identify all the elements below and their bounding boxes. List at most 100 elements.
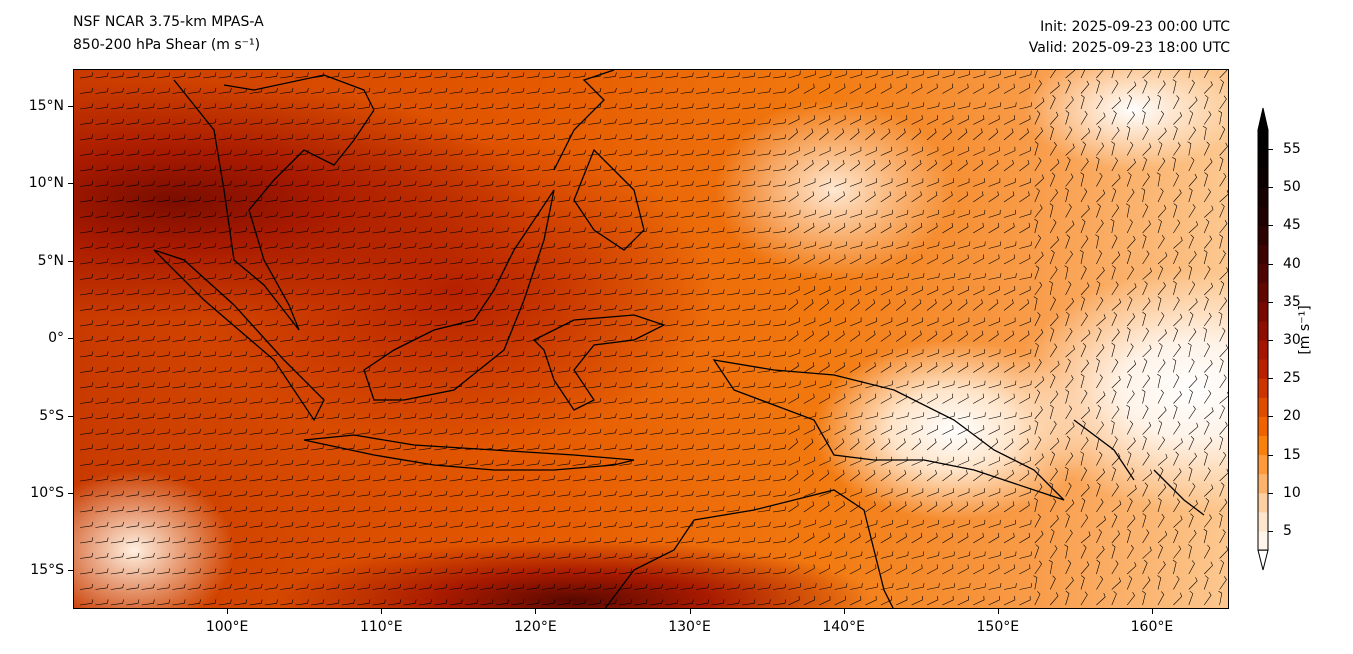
wind-barb	[865, 70, 878, 79]
wind-barb	[849, 178, 862, 187]
wind-barb	[387, 413, 402, 420]
wind-barb	[911, 115, 923, 125]
wind-barb	[326, 320, 340, 327]
wind-barb	[834, 285, 846, 296]
wind-barb	[326, 118, 340, 125]
wind-barb	[449, 72, 463, 79]
wind-barb	[849, 222, 861, 234]
wind-barb	[926, 209, 940, 218]
wind-barb	[680, 289, 694, 296]
wind-barb	[1080, 282, 1090, 296]
wind-barb	[341, 273, 355, 280]
wind-barb	[249, 134, 263, 141]
wind-barb	[973, 330, 984, 342]
wind-barb	[711, 165, 725, 172]
wind-barb	[126, 227, 140, 234]
wind-barb	[1219, 250, 1226, 265]
wind-barb	[1111, 405, 1120, 420]
wind-barb	[618, 196, 633, 203]
wind-barb	[1003, 393, 1015, 404]
wind-barb	[1095, 234, 1100, 249]
wind-barb	[1126, 188, 1135, 203]
colorbar-tick	[1268, 301, 1273, 303]
wind-barb	[264, 366, 278, 373]
wind-barb	[295, 196, 309, 203]
wind-barb	[865, 146, 877, 156]
wind-barb	[326, 103, 340, 110]
wind-barb	[172, 397, 186, 404]
wind-barb	[295, 304, 309, 311]
wind-barb	[1096, 358, 1100, 373]
wind-barb	[449, 304, 463, 311]
wind-barb	[634, 351, 648, 358]
wind-barb	[1034, 97, 1045, 110]
wind-barb	[372, 351, 386, 358]
wind-barb	[249, 72, 263, 79]
wind-barb	[649, 258, 663, 265]
wind-barb	[403, 366, 417, 373]
wind-barb	[511, 366, 525, 373]
wind-barb	[172, 320, 186, 327]
wind-barb	[1188, 203, 1196, 218]
wind-barb	[264, 103, 278, 110]
wind-barb	[403, 103, 417, 110]
wind-barb	[264, 242, 278, 249]
wind-barb	[957, 209, 970, 218]
wind-barb	[310, 258, 325, 265]
wind-barb	[418, 366, 432, 373]
wind-barb	[1003, 317, 1016, 327]
wind-barb	[819, 115, 831, 125]
wind-barb	[603, 258, 617, 265]
wind-barb	[1173, 125, 1178, 141]
wind-barb	[896, 393, 907, 404]
wind-barb	[1034, 204, 1043, 218]
lat-tick-label: 10°S	[30, 484, 64, 501]
wind-barb	[849, 115, 862, 125]
wind-barb	[1126, 327, 1131, 342]
wind-barb	[1111, 96, 1121, 110]
wind-barb	[434, 335, 448, 342]
wind-barb	[1019, 299, 1030, 311]
wind-barb	[926, 159, 937, 172]
wind-barb	[464, 134, 479, 141]
wind-barb	[726, 211, 740, 218]
wind-barb	[711, 103, 725, 110]
wind-barb	[495, 351, 509, 358]
wind-barb	[742, 320, 756, 327]
wind-barb	[372, 72, 386, 79]
colorbar-segment	[1258, 149, 1268, 169]
wind-barb	[387, 258, 402, 265]
wind-barb	[403, 211, 417, 218]
wind-barb	[172, 382, 186, 389]
wind-barb	[757, 149, 771, 156]
wind-barb	[203, 118, 217, 125]
wind-barb	[310, 180, 325, 187]
wind-barb	[1080, 110, 1088, 125]
wind-barb	[896, 115, 908, 125]
wind-barb	[1142, 267, 1152, 280]
wind-barb	[495, 428, 509, 435]
wind-barb	[79, 180, 94, 187]
wind-barb	[1173, 95, 1180, 110]
wind-barb	[264, 87, 278, 94]
wind-barb	[172, 165, 186, 172]
wind-barb	[1034, 406, 1043, 420]
wind-barb	[557, 180, 571, 187]
wind-barb	[1188, 281, 1196, 296]
wind-barb	[110, 72, 124, 79]
wind-barb	[280, 149, 294, 156]
wind-barb	[1188, 173, 1198, 187]
wind-barb	[1188, 251, 1197, 265]
wind-barb	[1173, 142, 1181, 156]
wind-barb	[649, 273, 663, 280]
wind-barb	[896, 299, 906, 311]
wind-barb	[156, 196, 171, 203]
wind-barb	[280, 227, 294, 234]
wind-barb	[634, 196, 648, 203]
wind-barb	[1142, 374, 1151, 389]
wind-barb	[988, 254, 1000, 265]
wind-barb	[1019, 102, 1032, 110]
wind-barb	[880, 115, 892, 125]
wind-barb	[526, 165, 540, 172]
wind-barb	[742, 103, 756, 110]
